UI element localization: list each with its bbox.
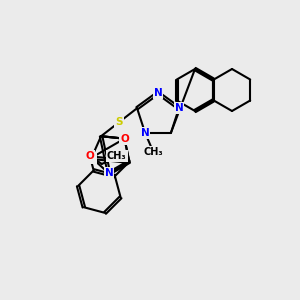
Text: N: N [105, 168, 113, 178]
Text: N: N [175, 103, 183, 113]
Text: N: N [141, 128, 149, 138]
Text: O: O [85, 151, 94, 161]
Text: CH₃: CH₃ [143, 147, 163, 157]
Text: CH₃: CH₃ [107, 151, 127, 161]
Text: N: N [87, 153, 96, 163]
Text: S: S [115, 117, 123, 127]
Text: O: O [120, 134, 129, 144]
Text: N: N [154, 88, 162, 98]
